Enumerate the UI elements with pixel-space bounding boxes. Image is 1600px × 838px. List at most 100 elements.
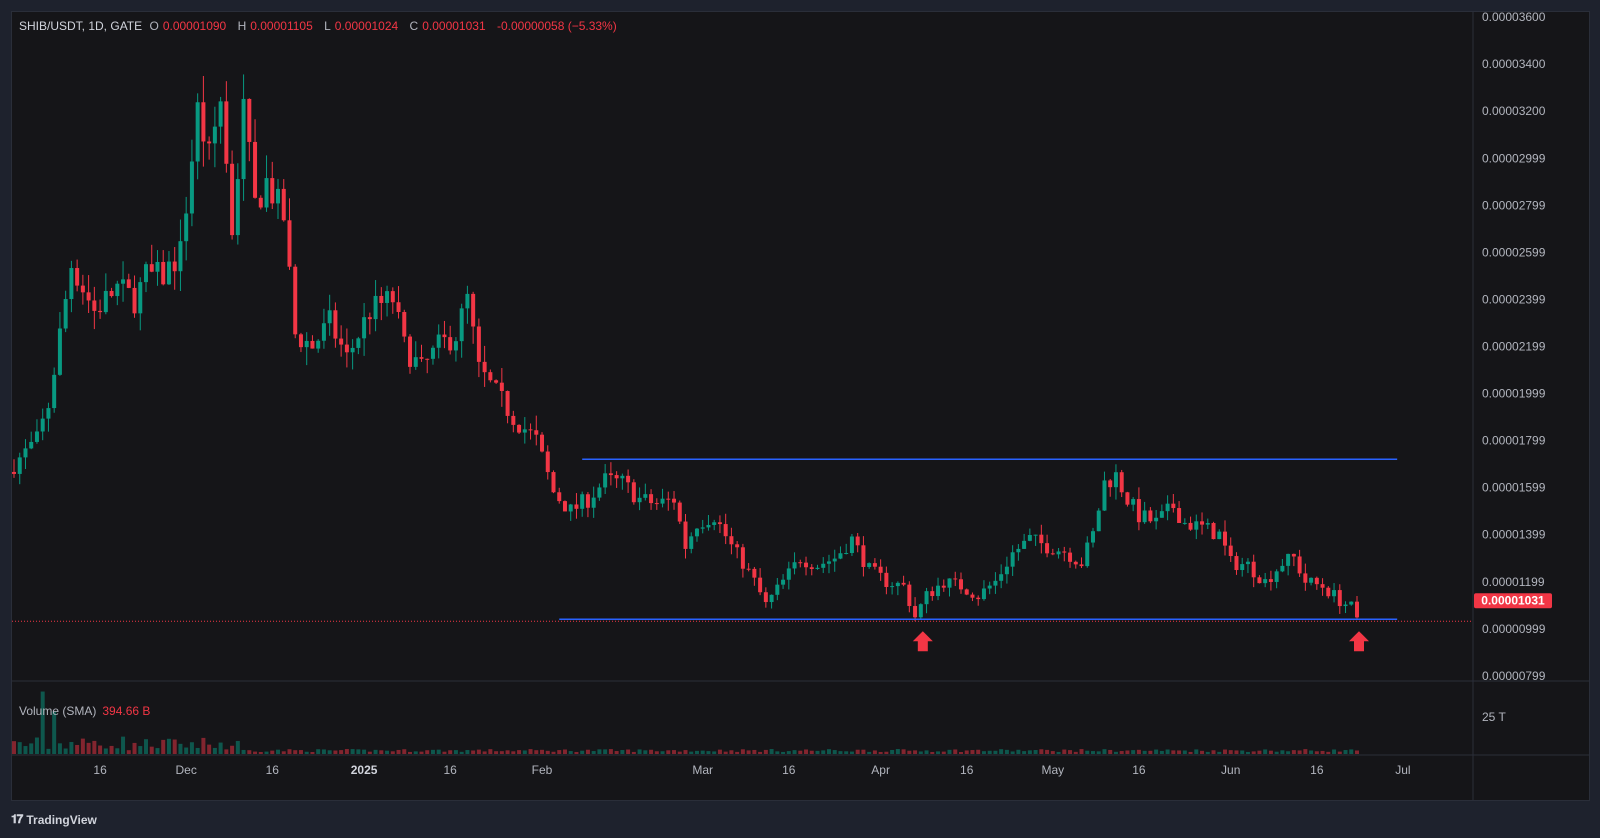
candle-body (453, 341, 458, 351)
volume-bar (413, 751, 418, 754)
candle-body (964, 589, 969, 595)
volume-bar (861, 749, 866, 754)
candle-body (115, 283, 120, 297)
candle-body (907, 584, 912, 607)
volume-bar (276, 749, 281, 754)
candle-body (413, 357, 418, 367)
candle-body (557, 492, 562, 502)
volume-bar (918, 751, 923, 754)
volume-bar (1240, 750, 1245, 754)
volume-bar (17, 742, 22, 754)
volume-bar (1343, 750, 1348, 754)
volume-bar (746, 750, 751, 754)
candle-body (63, 299, 68, 329)
candle-body (344, 344, 349, 353)
volume-bar (1056, 751, 1061, 754)
volume-bar (511, 751, 516, 754)
volume-bar (23, 746, 28, 754)
volume-bar (46, 748, 51, 754)
volume-bar (138, 746, 143, 754)
volume-bar (476, 749, 481, 754)
candle-body (69, 268, 74, 300)
candle-body (958, 579, 963, 590)
time-tick-label: Mar (692, 763, 713, 777)
candle-body (52, 374, 57, 409)
candle-body (1159, 511, 1164, 518)
open-label: O (149, 19, 159, 33)
candle-body (241, 98, 246, 180)
volume-bar (815, 750, 820, 754)
volume-bar (1085, 750, 1090, 754)
tradingview-brand[interactable]: 𝟏𝟕 TradingView (11, 812, 97, 827)
price-tick-label: 0.00001999 (1482, 387, 1546, 401)
volume-bar (958, 751, 963, 754)
candle-body (683, 521, 688, 549)
candle-body (1297, 556, 1302, 574)
candle-body (166, 261, 171, 285)
volume-bar (603, 749, 608, 754)
candle-body (1326, 587, 1331, 597)
volume-bar (103, 748, 108, 754)
candle-body (1309, 577, 1314, 583)
candle-body (1004, 566, 1009, 575)
candle-body (976, 597, 981, 600)
volume-bar (947, 749, 952, 754)
volume-legend: Volume (SMA) 394.66 B (19, 704, 150, 718)
volume-bar (534, 750, 539, 754)
time-tick-label: 16 (782, 763, 796, 777)
volume-bar (430, 749, 435, 754)
time-axis: 16 Dec 16 2025 16 Feb Mar 16 Apr 16 May 16 Jun 16 Jul (93, 763, 1410, 777)
candle-body (649, 494, 654, 504)
high-value: 0.00001105 (250, 19, 313, 33)
candle-body (1268, 579, 1273, 582)
candle-body (534, 430, 539, 435)
candle-body (804, 562, 809, 568)
volume-bar (333, 750, 338, 754)
candle-body (786, 568, 791, 580)
volume-bar (672, 750, 677, 754)
volume-bar (230, 745, 235, 754)
candle-body (321, 323, 326, 341)
candle-body (700, 527, 705, 529)
candle-body (1349, 601, 1354, 605)
volume-bar (224, 749, 229, 754)
candle-body (809, 567, 814, 569)
candle-body (528, 429, 533, 431)
candle-body (1286, 553, 1291, 566)
candle-body (522, 429, 527, 433)
volume-bar (1257, 750, 1262, 754)
candle-body (826, 561, 831, 564)
candle-body (517, 424, 522, 433)
volume-bar (614, 751, 619, 754)
volume-bar (29, 743, 34, 754)
volume-bar (792, 750, 797, 754)
volume-bar (740, 749, 745, 754)
volume-bar (379, 750, 384, 754)
candle-body (551, 472, 556, 493)
volume-bar (637, 749, 642, 754)
change-value: -0.00000058 (−5.33%) (496, 19, 617, 33)
volume-bar (1263, 749, 1268, 754)
candle-body (1045, 543, 1050, 554)
volume-bar (1291, 750, 1296, 754)
volume-bar (517, 750, 522, 754)
candles (11, 74, 1360, 622)
time-tick-label: Jul (1395, 763, 1410, 777)
candle-body (149, 264, 154, 272)
candle-body (752, 568, 757, 578)
volume-bar (304, 751, 309, 754)
candle-body (1068, 552, 1073, 562)
time-tick-label: May (1041, 763, 1064, 777)
candle-body (402, 312, 407, 337)
volume-bar (293, 750, 298, 754)
price-tick-label: 0.00002999 (1482, 151, 1546, 165)
candle-body (436, 334, 441, 348)
volume-bar (895, 749, 900, 754)
candle-body (1108, 480, 1113, 488)
candle-body (46, 408, 51, 419)
candle-body (385, 291, 390, 303)
price-tick-label: 0.00001399 (1482, 528, 1546, 542)
price-tick-label: 0.00001799 (1482, 434, 1546, 448)
price-axis: 0.00003600 0.00003400 0.00003200 0.00002999… (1482, 10, 1546, 724)
